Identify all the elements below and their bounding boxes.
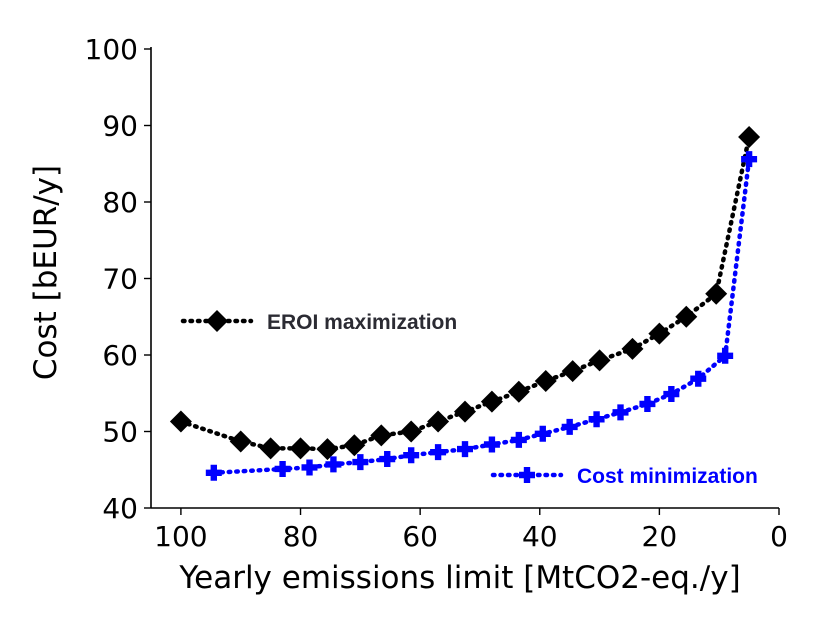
legend-marker	[519, 467, 535, 483]
data-point	[301, 459, 318, 476]
data-point	[205, 464, 222, 481]
series-cost-minimization	[205, 151, 758, 481]
legend-label: Cost minimization	[577, 465, 758, 488]
data-point	[663, 386, 680, 403]
data-point	[561, 360, 584, 383]
series-eroi-maximization	[169, 125, 761, 461]
legend-entry: Cost minimization	[490, 465, 758, 488]
data-point	[274, 460, 291, 477]
data-point	[457, 441, 473, 458]
x-tick-label: 100	[154, 520, 207, 553]
data-point	[169, 410, 192, 433]
data-point	[483, 436, 500, 453]
legend-marker	[206, 310, 228, 332]
series-layer	[169, 125, 761, 481]
data-point	[352, 454, 369, 471]
x-tick-label: 0	[770, 520, 788, 553]
data-point	[675, 305, 698, 328]
data-point	[741, 151, 758, 168]
data-point	[621, 337, 644, 360]
data-point	[639, 395, 656, 412]
y-tick-label: 40	[102, 492, 138, 525]
data-point	[370, 424, 393, 447]
data-point	[379, 451, 396, 468]
legend-entry: EROI maximization	[180, 310, 457, 334]
data-point	[705, 282, 728, 305]
data-point	[259, 437, 282, 460]
data-point	[534, 425, 551, 442]
data-point	[534, 370, 557, 393]
data-point	[690, 370, 707, 387]
data-point	[403, 447, 420, 464]
y-tick-label: 70	[102, 263, 138, 296]
data-point	[454, 400, 476, 423]
data-point	[510, 431, 527, 448]
x-tick-label: 20	[642, 520, 678, 553]
y-tick-label: 60	[102, 339, 138, 372]
data-point	[588, 411, 605, 428]
y-tick-label: 90	[102, 110, 138, 143]
data-point	[430, 444, 447, 461]
x-tick-label: 40	[522, 520, 558, 553]
data-point	[400, 420, 423, 443]
data-point	[427, 410, 450, 433]
data-point	[507, 380, 530, 403]
data-point	[343, 434, 366, 457]
series-line	[211, 156, 752, 476]
x-tick-label: 60	[402, 520, 438, 553]
data-point	[717, 347, 734, 364]
legend-label: EROI maximization	[267, 311, 457, 334]
data-point	[480, 390, 503, 413]
data-point	[316, 438, 339, 461]
data-point	[229, 430, 252, 453]
x-tick-label: 80	[283, 520, 319, 553]
data-point	[561, 418, 578, 435]
data-point	[738, 125, 761, 148]
data-point	[588, 349, 611, 372]
y-tick-label: 100	[85, 33, 138, 66]
x-axis-label: Yearly emissions limit [MtCO2-eq./y]	[178, 560, 740, 596]
data-point	[289, 437, 312, 460]
y-axis-label: Cost [bEUR/y]	[28, 165, 64, 380]
y-tick-label: 80	[102, 186, 138, 219]
legend-layer: EROI maximization Cost minimization	[180, 310, 758, 488]
data-point	[325, 456, 342, 473]
ticks: 100 80 60 40 20 0 40 50 60 70 80 90 100	[85, 33, 788, 553]
y-tick-label: 50	[102, 416, 138, 449]
data-point	[612, 404, 629, 421]
data-point	[648, 322, 671, 345]
